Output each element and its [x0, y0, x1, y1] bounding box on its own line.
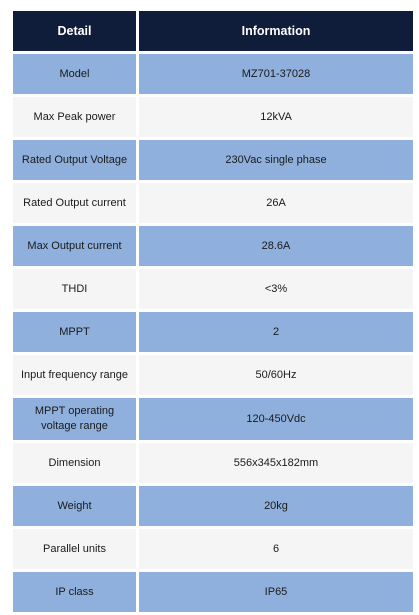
information-cell: 2 — [139, 312, 413, 352]
detail-cell: Rated Output current — [13, 183, 136, 223]
information-cell: 120-450Vdc — [139, 398, 413, 440]
detail-cell: Rated Output Voltage — [13, 140, 136, 180]
information-cell: 556x345x182mm — [139, 443, 413, 483]
detail-cell: Parallel units — [13, 529, 136, 569]
detail-cell: THDI — [13, 269, 136, 309]
spec-table: Detail Information Model MZ701-37028 Max… — [13, 11, 414, 615]
information-cell: IP65 — [139, 572, 413, 612]
detail-cell: Weight — [13, 486, 136, 526]
detail-cell: MPPT operating voltage range — [13, 398, 136, 440]
header-information: Information — [139, 11, 413, 51]
information-cell: 26A — [139, 183, 413, 223]
detail-cell: IP class — [13, 572, 136, 612]
information-cell: MZ701-37028 — [139, 54, 413, 94]
detail-cell: Max Output current — [13, 226, 136, 266]
information-cell: 12kVA — [139, 97, 413, 137]
detail-cell: Input frequency range — [13, 355, 136, 395]
detail-cell: MPPT — [13, 312, 136, 352]
detail-cell: Dimension — [13, 443, 136, 483]
detail-cell: Max Peak power — [13, 97, 136, 137]
information-cell: 50/60Hz — [139, 355, 413, 395]
information-cell: 6 — [139, 529, 413, 569]
header-detail: Detail — [13, 11, 136, 51]
information-cell: <3% — [139, 269, 413, 309]
information-cell: 28.6A — [139, 226, 413, 266]
detail-cell: Model — [13, 54, 136, 94]
information-cell: 230Vac single phase — [139, 140, 413, 180]
information-cell: 20kg — [139, 486, 413, 526]
